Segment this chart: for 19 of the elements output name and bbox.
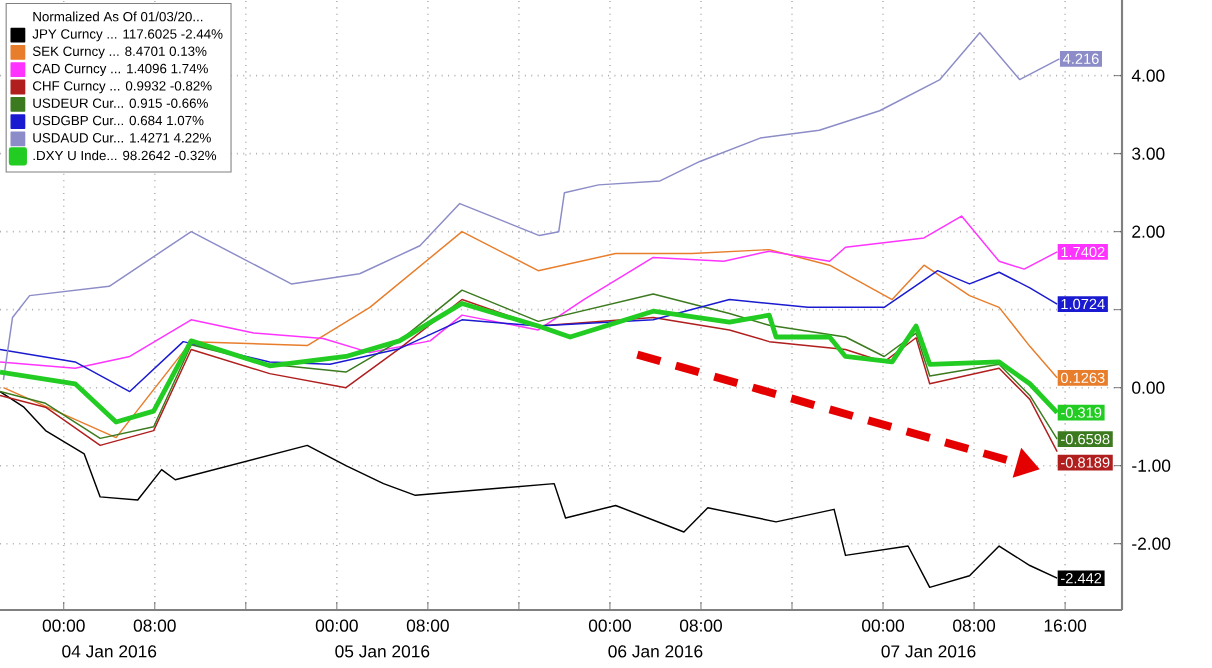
- text: 06 Jan 2016: [608, 645, 703, 658]
- x-tick-label: 00:00: [862, 619, 905, 632]
- x-tick-label: 08:00: [953, 619, 996, 632]
- x-tick-label: 00:00: [588, 619, 631, 632]
- y-tick-label: 3.00: [1132, 147, 1165, 160]
- x-tick-label: 16:00: [1044, 619, 1087, 632]
- y-tick-label: -2.00: [1132, 537, 1171, 550]
- text: 05 Jan 2016: [335, 645, 430, 658]
- y-tick-label: -1.00: [1132, 459, 1171, 472]
- y-tick-label: 2.00: [1132, 225, 1165, 238]
- y-tick-label: 4.00: [1131, 69, 1165, 82]
- x-tick-label: 00:00: [42, 619, 85, 632]
- y-tick-label: 0.00: [1132, 381, 1165, 394]
- x-tick-label: 08:00: [406, 619, 449, 632]
- x-tick-label: 08:00: [679, 619, 722, 632]
- x-tick-label: 00:00: [315, 619, 358, 632]
- x-tick-label: 08:00: [133, 619, 176, 632]
- text: 04 Jan 2016: [62, 645, 157, 658]
- text: 07 Jan 2016: [881, 645, 976, 658]
